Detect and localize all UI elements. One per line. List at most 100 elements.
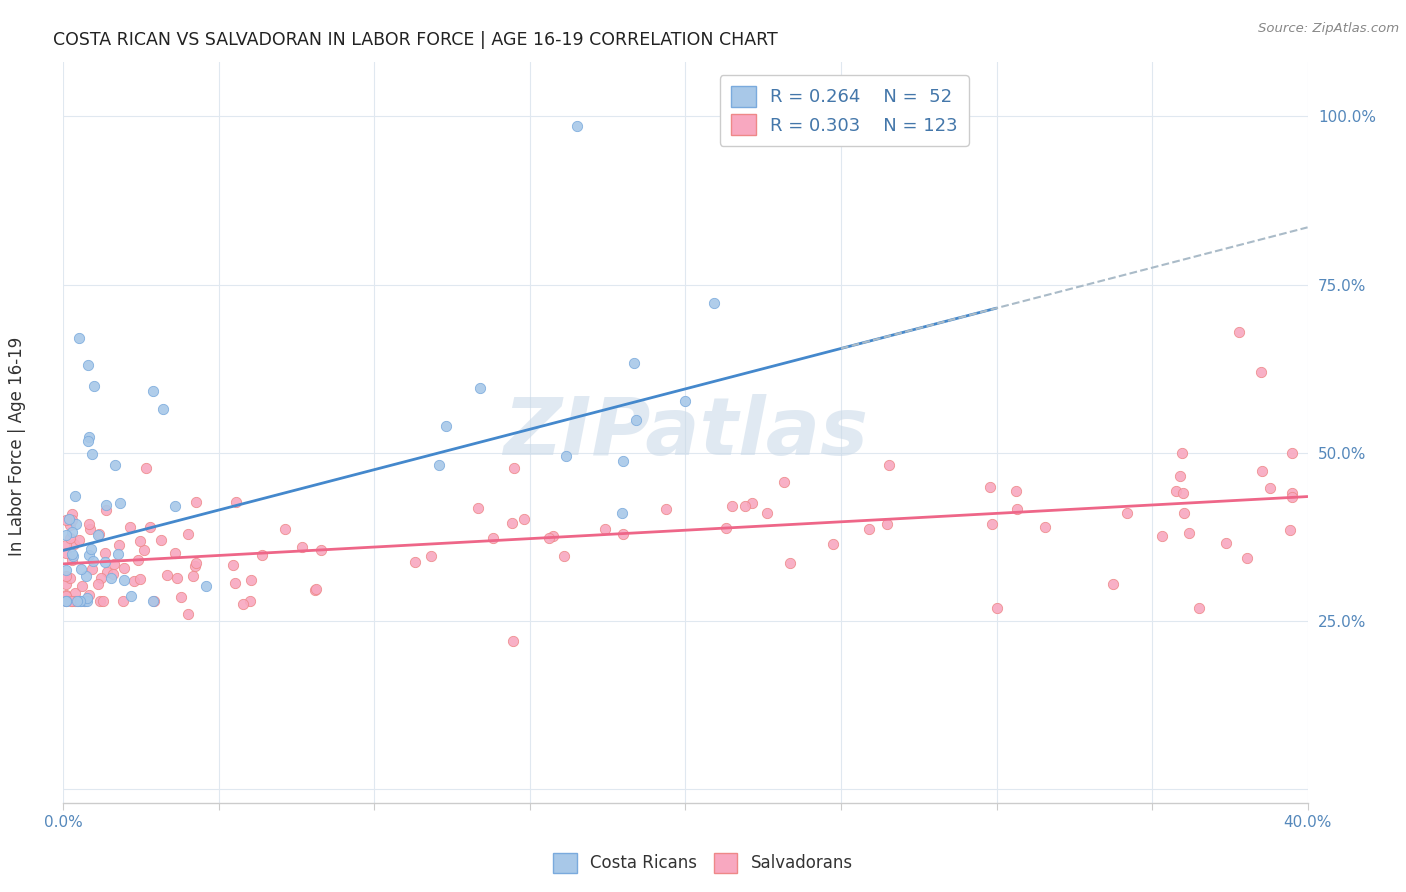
Point (142, 384, 165, 398)
Point (721, 499, 744, 513)
Point (77, 588, 100, 602)
Point (170, 590, 193, 604)
Point (980, 517, 1002, 532)
Point (60, 513, 83, 527)
Point (503, 460, 526, 475)
Point (111, 594, 134, 608)
Point (63, 490, 86, 504)
Text: In Labor Force | Age 16-19: In Labor Force | Age 16-19 (8, 336, 25, 556)
Point (120, 590, 142, 604)
Point (1005, 483, 1028, 498)
Point (1227, 325, 1250, 339)
Point (62, 549, 84, 563)
Point (501, 516, 523, 530)
Point (77, 430, 100, 444)
Text: Source: ZipAtlas.com: Source: ZipAtlas.com (1258, 22, 1399, 36)
Point (59, 571, 82, 585)
Point (80, 541, 103, 556)
Point (77, 434, 100, 448)
Point (82, 447, 104, 461)
Point (89, 571, 111, 585)
Point (612, 454, 634, 468)
Point (55, 594, 77, 608)
Point (239, 573, 262, 587)
Point (55, 563, 77, 577)
Point (513, 512, 536, 526)
Point (55, 538, 77, 552)
Point (537, 531, 560, 545)
Point (1258, 481, 1281, 495)
Point (1281, 490, 1303, 504)
Point (156, 568, 179, 582)
Point (610, 506, 633, 520)
Point (58, 511, 80, 525)
Point (83, 378, 105, 392)
Point (112, 561, 135, 575)
Point (986, 600, 1008, 615)
Point (1188, 600, 1211, 615)
Point (1279, 523, 1302, 537)
Text: ZIPatlas: ZIPatlas (503, 393, 868, 472)
Point (1033, 520, 1056, 534)
Point (67, 594, 90, 608)
Point (87, 527, 110, 541)
Point (129, 573, 152, 587)
Point (1178, 525, 1201, 540)
Point (79, 523, 101, 537)
Point (94, 498, 117, 512)
Point (1102, 576, 1125, 591)
Point (63, 594, 86, 608)
Point (1150, 529, 1173, 543)
Point (55, 589, 77, 603)
Point (165, 499, 187, 513)
Point (1171, 446, 1194, 460)
Point (60, 547, 83, 561)
Text: COSTA RICAN VS SALVADORAN IN LABOR FORCE | AGE 16-19 CORRELATION CHART: COSTA RICAN VS SALVADORAN IN LABOR FORCE… (53, 31, 778, 49)
Point (734, 500, 756, 514)
Point (69, 562, 91, 576)
Point (252, 548, 274, 562)
Point (593, 522, 616, 536)
Point (108, 496, 131, 510)
Point (70, 594, 93, 608)
Point (76, 594, 98, 608)
Point (553, 549, 575, 563)
Point (55, 513, 77, 527)
Point (1215, 536, 1237, 550)
Point (194, 579, 217, 593)
Point (66, 594, 89, 608)
Point (135, 461, 157, 475)
Point (76, 591, 98, 605)
Legend: R = 0.264    N =  52, R = 0.303    N = 123: R = 0.264 N = 52, R = 0.303 N = 123 (720, 75, 969, 145)
Point (434, 419, 457, 434)
Point (1236, 551, 1258, 566)
Point (624, 413, 647, 427)
Point (879, 458, 901, 472)
Point (82, 562, 104, 576)
Point (716, 521, 738, 535)
Legend: Costa Ricans, Salvadorans: Costa Ricans, Salvadorans (547, 847, 859, 880)
Point (55, 594, 77, 608)
Point (100, 571, 122, 585)
Point (274, 522, 297, 536)
Point (60, 507, 83, 521)
Point (55, 546, 77, 560)
Point (741, 496, 763, 510)
Point (112, 573, 135, 587)
Point (73, 594, 96, 608)
Point (86, 528, 108, 542)
Point (82, 554, 104, 568)
Point (59, 594, 82, 608)
Point (104, 458, 127, 472)
Point (1005, 502, 1028, 516)
Point (107, 548, 129, 562)
Point (127, 552, 149, 566)
Point (149, 533, 172, 547)
Point (176, 527, 198, 541)
Point (224, 576, 246, 591)
Point (1251, 464, 1274, 478)
Point (124, 574, 146, 589)
Point (291, 540, 314, 554)
Point (94, 503, 117, 517)
Point (65, 516, 87, 531)
